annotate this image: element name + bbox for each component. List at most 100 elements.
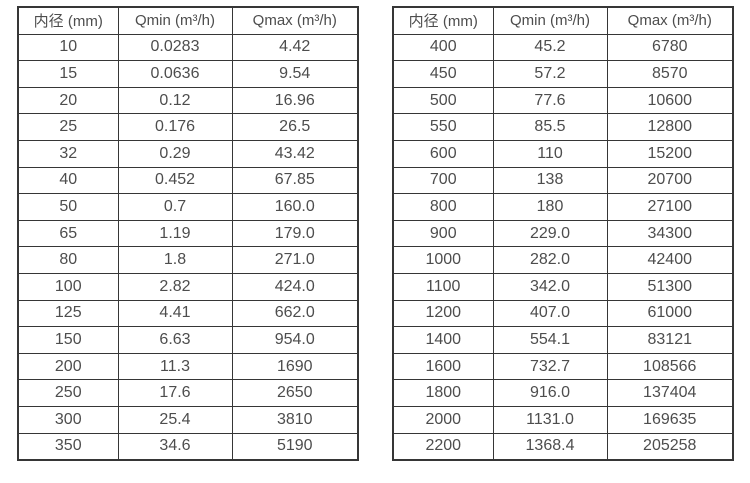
table-body: 10 0.0283 4.42 15 0.0636 9.54 20 0.12 16.96 25 0.1… bbox=[17, 33, 359, 461]
table-cell: 200 bbox=[17, 352, 119, 381]
table-cell: 15 bbox=[17, 60, 119, 88]
table-row: 200 11.3 1690 bbox=[17, 352, 359, 381]
table-row: 400 45.2 6780 bbox=[392, 33, 734, 62]
table-cell: 0.29 bbox=[117, 139, 233, 168]
table-cell: 57.2 bbox=[492, 60, 608, 88]
table-cell: 169635 bbox=[606, 405, 734, 434]
table-cell: 50 bbox=[17, 193, 119, 221]
table-body: 400 45.2 6780 450 57.2 8570 500 77.6 10600 550 85.… bbox=[392, 33, 734, 461]
table-cell: 800 bbox=[392, 193, 494, 221]
table-header: 内径 (mm) Qmin (m³/h) Qmax (m³/h) bbox=[17, 6, 359, 35]
table-cell: 43.42 bbox=[231, 139, 359, 168]
table-cell: 1000 bbox=[392, 246, 494, 274]
table-row: 80 1.8 271.0 bbox=[17, 246, 359, 274]
table-row: 32 0.29 43.42 bbox=[17, 139, 359, 168]
table-cell: 20700 bbox=[606, 166, 734, 195]
table-cell: 51300 bbox=[606, 272, 734, 301]
table-cell: 83121 bbox=[606, 326, 734, 354]
table-cell: 10 bbox=[17, 33, 119, 62]
table-cell: 8570 bbox=[606, 60, 734, 88]
table-cell: 26.5 bbox=[231, 113, 359, 141]
table-row: 500 77.6 10600 bbox=[392, 86, 734, 115]
table-row: 1800 916.0 137404 bbox=[392, 379, 734, 407]
table-row: 125 4.41 662.0 bbox=[17, 299, 359, 328]
table-cell: 271.0 bbox=[231, 246, 359, 274]
table-row: 450 57.2 8570 bbox=[392, 60, 734, 88]
column-header: 内径 (mm) bbox=[17, 6, 119, 35]
table-row: 100 2.82 424.0 bbox=[17, 272, 359, 301]
table-row: 700 138 20700 bbox=[392, 166, 734, 195]
table-cell: 1200 bbox=[392, 299, 494, 328]
table-cell: 100 bbox=[17, 272, 119, 301]
table-cell: 554.1 bbox=[492, 326, 608, 354]
table-cell: 250 bbox=[17, 379, 119, 407]
table-header: 内径 (mm) Qmin (m³/h) Qmax (m³/h) bbox=[392, 6, 734, 35]
table-row: 10 0.0283 4.42 bbox=[17, 33, 359, 62]
table-row: 65 1.19 179.0 bbox=[17, 219, 359, 248]
table-cell: 2000 bbox=[392, 405, 494, 434]
table-cell: 600 bbox=[392, 139, 494, 168]
table-cell: 85.5 bbox=[492, 113, 608, 141]
table-cell: 12800 bbox=[606, 113, 734, 141]
table-cell: 137404 bbox=[606, 379, 734, 407]
table-cell: 32 bbox=[17, 139, 119, 168]
table-cell: 4.42 bbox=[231, 33, 359, 62]
table-cell: 1368.4 bbox=[492, 432, 608, 461]
table-cell: 424.0 bbox=[231, 272, 359, 301]
table-cell: 662.0 bbox=[231, 299, 359, 328]
table-cell: 80 bbox=[17, 246, 119, 274]
table-cell: 700 bbox=[392, 166, 494, 195]
table-cell: 34.6 bbox=[117, 432, 233, 461]
table-cell: 6.63 bbox=[117, 326, 233, 354]
table-cell: 180 bbox=[492, 193, 608, 221]
table-cell: 6780 bbox=[606, 33, 734, 62]
table-row: 150 6.63 954.0 bbox=[17, 326, 359, 354]
table-cell: 125 bbox=[17, 299, 119, 328]
table-cell: 2.82 bbox=[117, 272, 233, 301]
table-row: 1200 407.0 61000 bbox=[392, 299, 734, 328]
table-row: 1600 732.7 108566 bbox=[392, 352, 734, 381]
header-row: 内径 (mm) Qmin (m³/h) Qmax (m³/h) bbox=[17, 6, 359, 35]
table-row: 300 25.4 3810 bbox=[17, 405, 359, 434]
table-cell: 1100 bbox=[392, 272, 494, 301]
table-row: 550 85.5 12800 bbox=[392, 113, 734, 141]
table-cell: 67.85 bbox=[231, 166, 359, 195]
table-cell: 0.0636 bbox=[117, 60, 233, 88]
table-cell: 0.176 bbox=[117, 113, 233, 141]
table-cell: 40 bbox=[17, 166, 119, 195]
table-cell: 1800 bbox=[392, 379, 494, 407]
table-cell: 0.12 bbox=[117, 86, 233, 115]
table-cell: 10600 bbox=[606, 86, 734, 115]
table-row: 40 0.452 67.85 bbox=[17, 166, 359, 195]
column-header: Qmin (m³/h) bbox=[492, 6, 608, 35]
table-cell: 732.7 bbox=[492, 352, 608, 381]
table-row: 25 0.176 26.5 bbox=[17, 113, 359, 141]
table-cell: 1131.0 bbox=[492, 405, 608, 434]
table-cell: 1.19 bbox=[117, 219, 233, 248]
flow-table-large-diameters: 内径 (mm) Qmin (m³/h) Qmax (m³/h) 400 45.2 678… bbox=[392, 6, 734, 462]
table-row: 1100 342.0 51300 bbox=[392, 272, 734, 301]
table-cell: 407.0 bbox=[492, 299, 608, 328]
table-cell: 916.0 bbox=[492, 379, 608, 407]
column-header: Qmax (m³/h) bbox=[231, 6, 359, 35]
table-cell: 150 bbox=[17, 326, 119, 354]
table-cell: 160.0 bbox=[231, 193, 359, 221]
table-row: 250 17.6 2650 bbox=[17, 379, 359, 407]
table-cell: 900 bbox=[392, 219, 494, 248]
table-cell: 42400 bbox=[606, 246, 734, 274]
table-cell: 138 bbox=[492, 166, 608, 195]
table-cell: 1600 bbox=[392, 352, 494, 381]
table-cell: 110 bbox=[492, 139, 608, 168]
table-row: 2000 1131.0 169635 bbox=[392, 405, 734, 434]
table-cell: 2200 bbox=[392, 432, 494, 461]
table-cell: 17.6 bbox=[117, 379, 233, 407]
table-cell: 9.54 bbox=[231, 60, 359, 88]
table-cell: 27100 bbox=[606, 193, 734, 221]
table-row: 15 0.0636 9.54 bbox=[17, 60, 359, 88]
column-header: Qmax (m³/h) bbox=[606, 6, 734, 35]
table-cell: 25.4 bbox=[117, 405, 233, 434]
table-row: 1400 554.1 83121 bbox=[392, 326, 734, 354]
table-cell: 0.452 bbox=[117, 166, 233, 195]
table-row: 2200 1368.4 205258 bbox=[392, 432, 734, 461]
table-cell: 0.0283 bbox=[117, 33, 233, 62]
